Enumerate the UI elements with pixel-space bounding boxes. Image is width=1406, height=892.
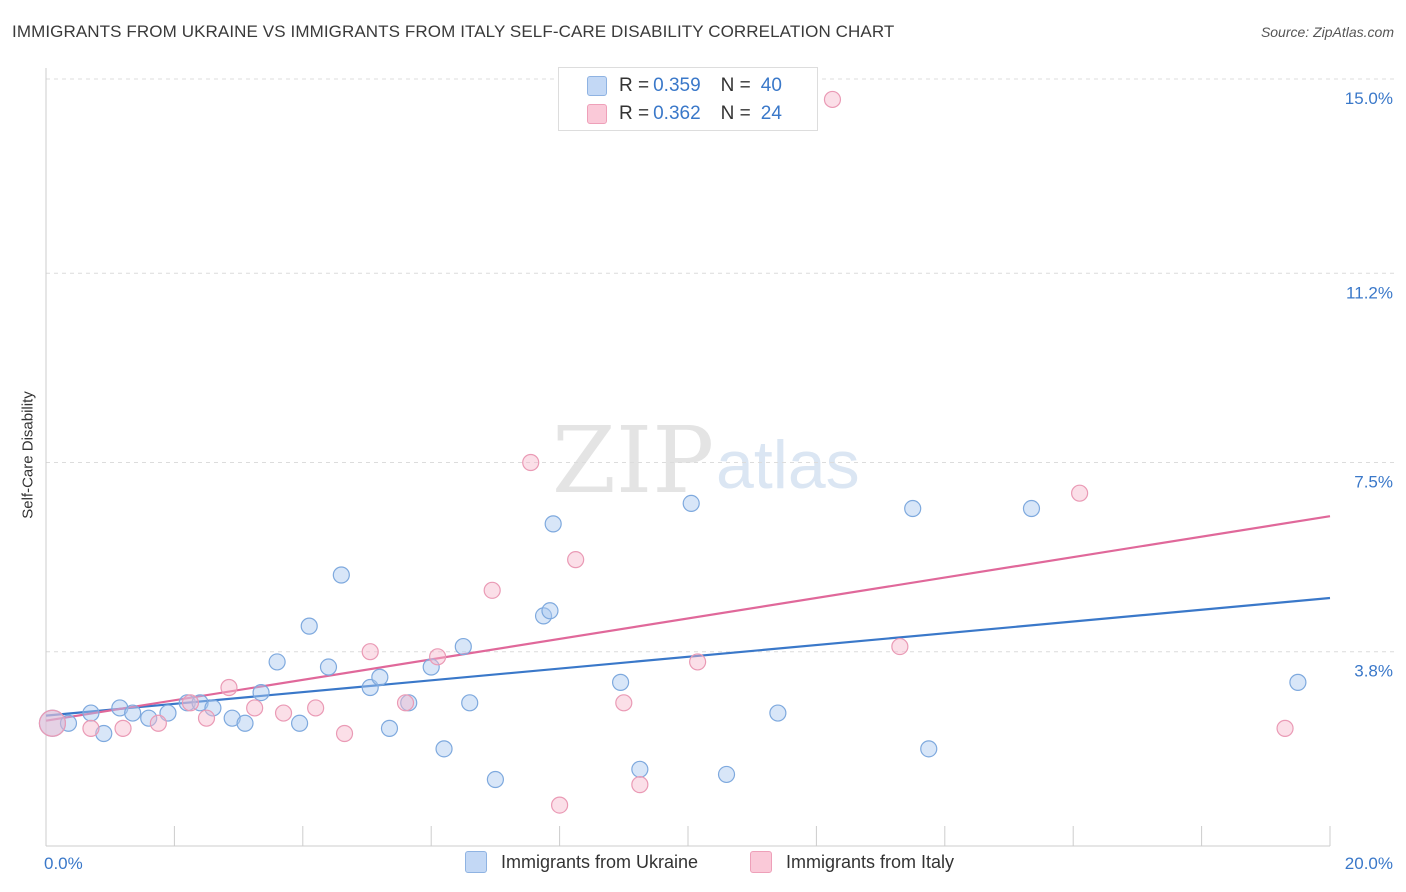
ukraine-point	[461, 694, 479, 712]
bottom-legend-swatch-italy	[750, 851, 772, 873]
ukraine-point	[371, 668, 389, 686]
italy-point	[149, 714, 167, 732]
bottom-legend-label-ukraine: Immigrants from Ukraine	[501, 851, 699, 872]
ukraine-point	[717, 765, 736, 784]
italy-point	[615, 694, 633, 712]
stats-legend: R = 0.359 N = 40 R = 0.362 N = 24	[558, 67, 818, 131]
legend-row-ukraine: R = 0.359 N = 40	[587, 74, 782, 98]
legend-swatch-ukraine	[587, 76, 607, 96]
x-tick-label: 0.0%	[44, 854, 83, 873]
legend-n-label: N =	[720, 103, 751, 124]
italy-point	[220, 678, 238, 697]
italy-point	[38, 709, 67, 737]
grid-lines	[46, 78, 1394, 653]
ukraine-point	[486, 770, 504, 789]
ukraine-point	[1289, 673, 1307, 691]
ukraine-point	[268, 653, 286, 671]
data-points	[38, 90, 1307, 814]
ukraine-point	[290, 714, 309, 732]
italy-point	[335, 724, 354, 743]
ukraine-point	[332, 566, 350, 584]
ukraine-point	[140, 709, 158, 727]
ukraine-point	[769, 704, 787, 722]
ukraine-point	[422, 658, 440, 676]
ukraine-point	[1022, 499, 1041, 518]
ukraine-point	[544, 515, 562, 533]
y-tick-label: 11.2%	[1346, 283, 1393, 302]
italy-point	[631, 776, 649, 794]
italy-point	[567, 551, 585, 569]
legend-n-value: 40	[760, 75, 782, 96]
x-tick-label: 20.0%	[1345, 854, 1393, 873]
italy-point	[361, 643, 379, 661]
legend-swatch-italy	[587, 104, 607, 124]
legend-n-value: 24	[760, 103, 782, 124]
italy-point	[522, 453, 540, 472]
y-tick-label: 3.8%	[1354, 662, 1393, 681]
ukraine-point	[319, 658, 338, 676]
bottom-legend-swatch-ukraine	[465, 851, 487, 873]
ukraine-point	[300, 617, 318, 635]
italy-point	[823, 90, 842, 109]
axes	[45, 68, 1331, 847]
y-tick-label: 15.0%	[1345, 89, 1393, 108]
ukraine-point	[611, 673, 630, 691]
ukraine-point	[191, 694, 209, 712]
watermark-atlas: atlas	[716, 427, 860, 503]
ukraine-point	[111, 699, 129, 717]
italy-point	[891, 637, 909, 656]
italy-point	[307, 699, 325, 717]
italy-point	[1276, 719, 1294, 737]
ukraine-point	[124, 704, 142, 722]
italy-point	[82, 719, 100, 737]
italy-point	[429, 648, 447, 666]
trend-lines	[45, 515, 1331, 722]
italy-point	[274, 704, 293, 722]
ukraine-point	[236, 714, 254, 732]
legend-r-value: 0.362	[653, 103, 701, 124]
ukraine-point	[223, 709, 241, 727]
ukraine-point	[380, 719, 399, 737]
italy-point	[483, 581, 501, 599]
ukraine-point	[204, 699, 222, 717]
italy-point	[114, 719, 132, 737]
ukraine-point	[95, 724, 113, 743]
italy-point	[550, 796, 569, 814]
italy-point	[181, 694, 200, 712]
italy-point	[197, 709, 216, 727]
chart-title: IMMIGRANTS FROM UKRAINE VS IMMIGRANTS FR…	[12, 22, 895, 41]
legend-r-label: R =	[619, 103, 650, 124]
legend-n-label: N =	[720, 75, 751, 96]
italy-point	[689, 653, 707, 671]
ukraine-point	[252, 683, 270, 702]
italy-trendline	[45, 515, 1331, 722]
ukraine-trendline	[45, 596, 1331, 717]
ukraine-point	[435, 740, 453, 758]
ukraine-point	[541, 602, 559, 620]
ukraine-point	[920, 740, 938, 758]
y-tick-label: 7.5%	[1354, 473, 1393, 492]
italy-point	[246, 699, 264, 717]
bottom-legend-italy: Immigrants from Italy	[750, 851, 954, 873]
ukraine-point	[631, 760, 649, 778]
legend-r-label: R =	[619, 75, 650, 96]
ukraine-point	[904, 499, 922, 518]
legend-r-value: 0.359	[653, 75, 701, 96]
italy-point	[1071, 484, 1089, 502]
source-label: Source: ZipAtlas.com	[1260, 24, 1394, 40]
bottom-legend-ukraine: Immigrants from Ukraine	[465, 851, 698, 873]
ukraine-point	[682, 494, 700, 513]
italy-point	[396, 694, 415, 712]
ukraine-point	[82, 704, 100, 722]
legend-row-italy: R = 0.362 N = 24	[587, 102, 782, 126]
bottom-legend-label-italy: Immigrants from Italy	[786, 851, 955, 872]
ukraine-point	[454, 637, 472, 656]
tick-labels: 3.8% 7.5% 11.2% 15.0% 0.0% 20.0%	[44, 89, 1393, 873]
